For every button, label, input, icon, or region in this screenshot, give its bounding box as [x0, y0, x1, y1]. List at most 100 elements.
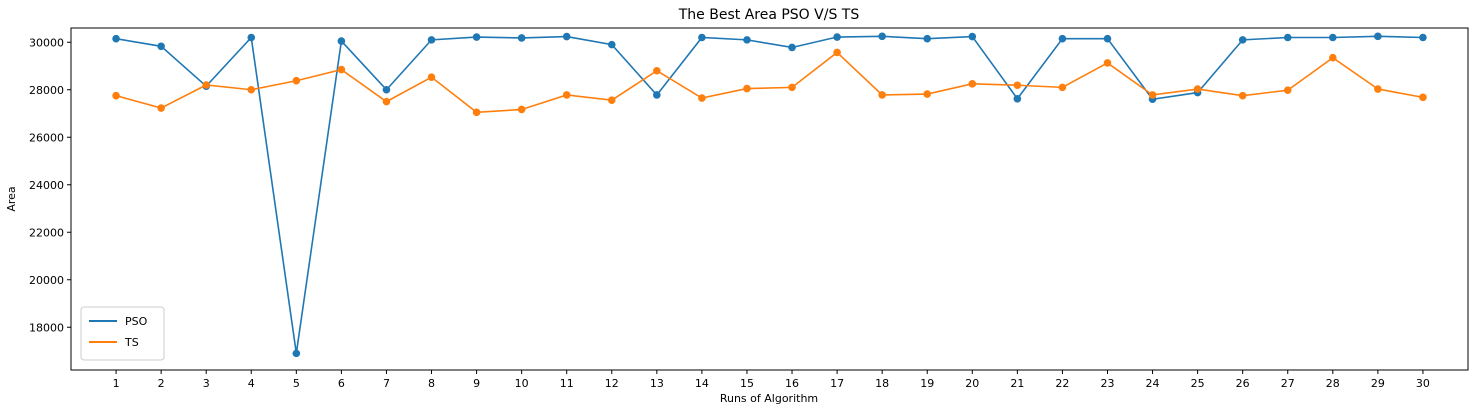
data-point-ts	[1193, 85, 1202, 93]
data-point-pso	[1374, 32, 1382, 41]
data-point-pso	[607, 40, 616, 49]
data-point-pso	[517, 34, 526, 42]
data-point-ts	[472, 108, 481, 117]
x-tick-label: 4	[248, 377, 255, 390]
data-point-pso	[472, 33, 481, 41]
y-tick-label: 22000	[29, 226, 64, 239]
y-tick-label: 24000	[29, 179, 64, 192]
x-tick-label: 17	[830, 377, 844, 390]
x-tick-label: 2	[158, 377, 165, 390]
y-axis-label: Area	[5, 186, 18, 211]
data-point-ts	[1058, 83, 1067, 92]
data-point-pso	[833, 33, 841, 41]
data-point-ts	[743, 84, 751, 93]
data-point-ts	[788, 83, 796, 92]
data-point-pso	[698, 33, 706, 42]
data-point-ts	[202, 81, 210, 89]
x-tick-label: 11	[560, 377, 574, 390]
x-tick-label: 25	[1191, 377, 1205, 390]
x-axis-label: Runs of Algorithm	[720, 392, 818, 405]
x-tick-label: 22	[1055, 377, 1069, 390]
data-point-ts	[112, 91, 120, 100]
y-tick-label: 20000	[29, 274, 64, 287]
data-point-pso	[1419, 33, 1427, 42]
data-point-ts	[1283, 86, 1292, 95]
data-point-pso	[1238, 36, 1247, 44]
x-tick-label: 3	[203, 377, 210, 390]
x-tick-label: 23	[1100, 377, 1114, 390]
x-tick-label: 18	[875, 377, 889, 390]
x-tick-label: 6	[338, 377, 345, 390]
x-tick-label: 20	[965, 377, 979, 390]
x-tick-label: 30	[1416, 377, 1430, 390]
x-tick-label: 8	[428, 377, 435, 390]
x-tick-label: 1	[113, 377, 120, 390]
series-line-pso	[115, 35, 1423, 354]
data-point-pso	[1329, 33, 1337, 42]
series-layer	[112, 32, 1427, 358]
data-point-ts	[698, 94, 706, 102]
data-point-pso	[292, 349, 301, 358]
data-point-ts	[833, 48, 841, 57]
data-point-ts	[1103, 59, 1112, 67]
data-point-pso	[1013, 94, 1022, 103]
series-line-ts	[115, 51, 1424, 114]
data-point-pso	[878, 32, 886, 41]
y-tick-label: 26000	[29, 131, 64, 144]
data-point-ts	[878, 91, 886, 99]
data-point-ts	[247, 85, 256, 94]
data-point-ts	[923, 90, 932, 98]
y-tick-label: 18000	[29, 321, 64, 334]
data-point-pso	[1058, 34, 1067, 43]
data-point-pso	[157, 42, 165, 51]
x-tick-label: 21	[1010, 377, 1024, 390]
x-tick-label: 24	[1146, 377, 1160, 390]
x-tick-label: 26	[1236, 377, 1250, 390]
data-point-ts	[1013, 81, 1022, 90]
x-axis: 1 2 3 4 5 6 7 8 9 10 11 12 13 14 15 16 17 18 19 20 21 22 23 24 2…	[113, 370, 1430, 390]
y-tick-label: 28000	[29, 84, 64, 97]
data-point-pso	[337, 37, 346, 45]
data-point-ts	[1329, 53, 1337, 62]
data-point-ts	[607, 96, 616, 104]
x-tick-label: 28	[1326, 377, 1340, 390]
data-point-pso	[562, 32, 571, 41]
data-point-ts	[653, 66, 661, 75]
data-point-ts	[517, 105, 526, 114]
data-point-pso	[382, 85, 391, 94]
data-point-ts	[1374, 85, 1382, 93]
x-tick-label: 19	[920, 377, 934, 390]
x-tick-label: 16	[785, 377, 799, 390]
x-tick-label: 29	[1371, 377, 1385, 390]
legend-box	[80, 306, 165, 361]
data-point-ts	[382, 97, 391, 106]
legend-pso-label: PSO	[125, 315, 148, 328]
x-tick-label: 15	[740, 377, 754, 390]
data-point-ts	[427, 73, 436, 81]
x-tick-label: 7	[383, 377, 390, 390]
data-point-pso	[1103, 34, 1112, 43]
data-point-ts	[292, 76, 301, 85]
legend: PSO TS	[80, 306, 165, 361]
x-tick-label: 14	[695, 377, 709, 390]
data-point-ts	[157, 104, 165, 112]
chart-title: The Best Area PSO V/S TS	[678, 7, 860, 23]
data-point-ts	[968, 80, 977, 88]
data-point-pso	[112, 34, 120, 43]
data-point-pso	[653, 91, 661, 99]
x-tick-label: 12	[605, 377, 619, 390]
data-point-ts	[1419, 93, 1427, 102]
y-axis: 18000 20000 22000 24000 26000 28000 30000	[29, 36, 71, 334]
data-point-ts	[1148, 91, 1157, 99]
x-tick-label: 5	[293, 377, 300, 390]
data-point-pso	[247, 33, 256, 42]
x-tick-label: 9	[473, 377, 480, 390]
data-point-ts	[562, 91, 571, 99]
data-point-ts	[337, 65, 346, 74]
y-tick-label: 30000	[29, 36, 64, 49]
data-point-pso	[1283, 33, 1292, 42]
data-point-pso	[788, 43, 796, 52]
legend-ts-label: TS	[124, 336, 139, 349]
x-tick-label: 13	[650, 377, 664, 390]
